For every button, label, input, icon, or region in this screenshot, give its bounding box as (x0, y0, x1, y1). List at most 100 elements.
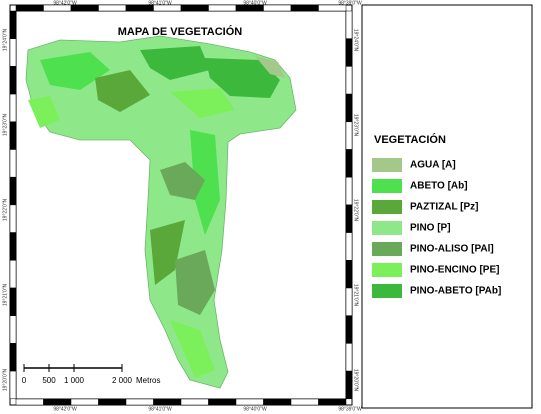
scale-label: 0 (22, 376, 27, 385)
frame-segment (9, 121, 17, 150)
coordinate-label: 19°21'0"N (353, 284, 359, 307)
patch (205, 58, 280, 98)
frame-segment (345, 232, 353, 261)
frame-segment (180, 398, 209, 406)
legend-swatch (372, 200, 402, 214)
frame-segment (345, 176, 353, 206)
frame-segment (70, 398, 99, 406)
frame-segment (318, 398, 347, 406)
frame-segment (9, 287, 17, 316)
frame-segment (345, 38, 353, 67)
frame-segment (345, 121, 353, 150)
legend-swatch (372, 158, 402, 172)
frame-segment (9, 315, 17, 344)
map-title: MAPA DE VEGETACIÓN (118, 25, 243, 38)
patch (140, 46, 210, 80)
frame-segment (9, 260, 17, 289)
frame-segment (180, 4, 209, 12)
scale-bar: 0 500 1 000 2 000 Metros (22, 364, 160, 385)
map-outline (25, 35, 297, 389)
frame-segment (9, 370, 17, 400)
coordinate-label: 98°42'0"W (53, 0, 77, 6)
frame-segment (98, 4, 127, 12)
frame-segment (345, 287, 353, 316)
legend-swatch (372, 263, 402, 277)
patch (40, 52, 110, 90)
frame-segment (9, 10, 17, 39)
legend-swatch (372, 242, 402, 256)
frame-segment (9, 343, 17, 372)
frame-segment (345, 10, 353, 39)
legend-swatch (372, 221, 402, 235)
frame-segment (263, 4, 292, 12)
vegetation-map: MAPA DE VEGETACIÓN (25, 25, 297, 389)
legend-label: AGUA [A] (410, 160, 456, 171)
legend-label: PINO-ALISO [PAl] (410, 244, 494, 255)
scale-label: 1 000 (64, 376, 85, 385)
coordinate-label: 19°22'0"N (2, 198, 8, 221)
legend-label: PINO-ABETO [PAb] (410, 286, 501, 297)
frame-segment (15, 4, 44, 12)
frame-ticks: 98°42'0"W 98°41'0"W 98°40'0"W 98°39'0"W 98°4… (2, 0, 362, 412)
coordinate-label: 19°23'0"N (353, 114, 359, 137)
coordinate-label: 19°20'0"N (2, 368, 8, 391)
patch (190, 130, 220, 235)
frame-segment (290, 4, 319, 12)
coordinate-label: 19°22'0"N (353, 199, 359, 222)
scale-unit: Metros (136, 376, 160, 385)
patch (255, 56, 285, 78)
coordinate-label: 19°21'0"N (2, 283, 8, 306)
frame-segment (263, 398, 292, 406)
patch (95, 70, 150, 112)
frame-segment (208, 398, 237, 406)
coordinate-label: 98°40'0"W (243, 0, 267, 6)
frame-segment (153, 398, 182, 406)
frame-segment (208, 4, 237, 12)
frame-segment (345, 204, 353, 233)
frame-segment (345, 315, 353, 344)
frame-segment (9, 149, 17, 178)
coordinate-label: 98°42'0"W (53, 406, 77, 412)
frame-segment (9, 176, 17, 206)
frame-segment (125, 398, 154, 406)
frame-segment (235, 398, 264, 406)
patch (175, 250, 215, 315)
coordinate-label: 19°24'0"N (2, 28, 8, 51)
frame-segment (345, 149, 353, 178)
frame-segment (345, 66, 353, 95)
legend-label: PINO [P] (410, 223, 451, 234)
frame-segment (345, 260, 353, 289)
patch (170, 320, 215, 378)
frame-segment (98, 398, 127, 406)
frame-segment (9, 232, 17, 261)
frame-segment (9, 38, 17, 67)
coordinate-label: 98°41'0"W (148, 406, 172, 412)
frame-segment (9, 66, 17, 95)
legend-swatch (372, 179, 402, 193)
legend-title: VEGETACIÓN (374, 133, 446, 146)
legend-label: ABETO [Ab] (410, 181, 468, 192)
patch (150, 220, 185, 285)
frame-segment (345, 343, 353, 372)
scale-label: 2 000 (112, 376, 133, 385)
coordinate-label: 98°41'0"W (148, 0, 172, 6)
legend-label: PINO-ENCINO [PE] (410, 265, 499, 276)
frame-segment (345, 370, 353, 400)
legend: VEGETACIÓN AGUA [A] ABETO [Ab] PAZTIZAL [P… (361, 4, 533, 409)
legend-swatch (372, 284, 402, 298)
coordinate-label: 98°39'0"W (338, 0, 362, 6)
coordinate-label: 98°39'0"W (338, 406, 362, 412)
coordinate-label: 19°20'0"N (353, 369, 359, 392)
legend-items: AGUA [A] ABETO [Ab] PAZTIZAL [Pz] PINO [P] P… (372, 158, 501, 298)
patch (170, 88, 235, 118)
scale-label: 500 (42, 376, 56, 385)
frame-segment (290, 398, 319, 406)
patch (160, 162, 205, 200)
coordinate-label: 98°40'0"W (243, 406, 267, 412)
frame-segment (345, 93, 353, 123)
frame-segment (15, 398, 44, 406)
legend-label: PAZTIZAL [Pz] (410, 202, 479, 213)
coordinate-label: 19°24'0"N (353, 29, 359, 52)
coordinate-label: 19°23'0"N (2, 113, 8, 136)
